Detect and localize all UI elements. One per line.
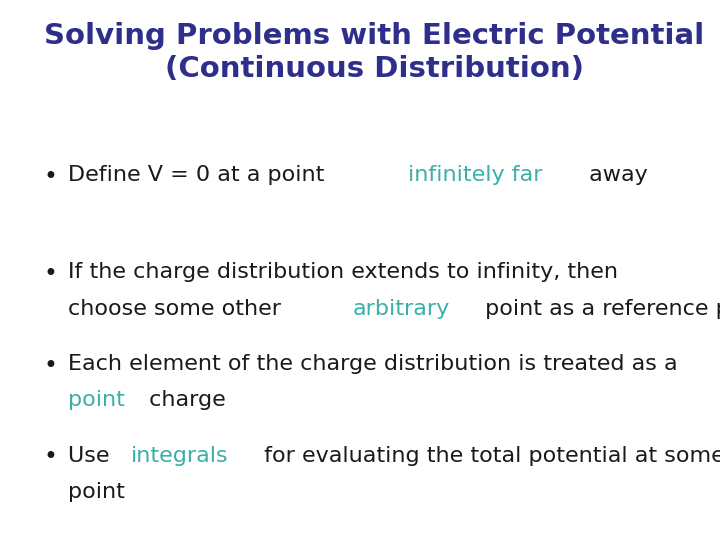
- Text: •: •: [43, 354, 57, 377]
- Text: point: point: [68, 390, 125, 410]
- Text: integrals: integrals: [131, 446, 229, 465]
- Text: Define V = 0 at a point: Define V = 0 at a point: [68, 165, 332, 185]
- Text: for evaluating the total potential at some: for evaluating the total potential at so…: [257, 446, 720, 465]
- Text: If the charge distribution extends to infinity, then: If the charge distribution extends to in…: [68, 262, 618, 282]
- Text: choose some other: choose some other: [68, 299, 289, 319]
- Text: •: •: [43, 262, 57, 286]
- Text: •: •: [43, 165, 57, 188]
- Text: point: point: [68, 482, 125, 502]
- Text: point as a reference point: point as a reference point: [478, 299, 720, 319]
- Text: arbitrary: arbitrary: [352, 299, 450, 319]
- Text: Use: Use: [68, 446, 117, 465]
- Text: •: •: [43, 446, 57, 469]
- Text: away: away: [582, 165, 648, 185]
- Text: Solving Problems with Electric Potential
(Continuous Distribution): Solving Problems with Electric Potential…: [44, 22, 705, 83]
- Text: infinitely far: infinitely far: [408, 165, 543, 185]
- Text: Each element of the charge distribution is treated as a: Each element of the charge distribution …: [68, 354, 678, 374]
- Text: charge: charge: [142, 390, 225, 410]
